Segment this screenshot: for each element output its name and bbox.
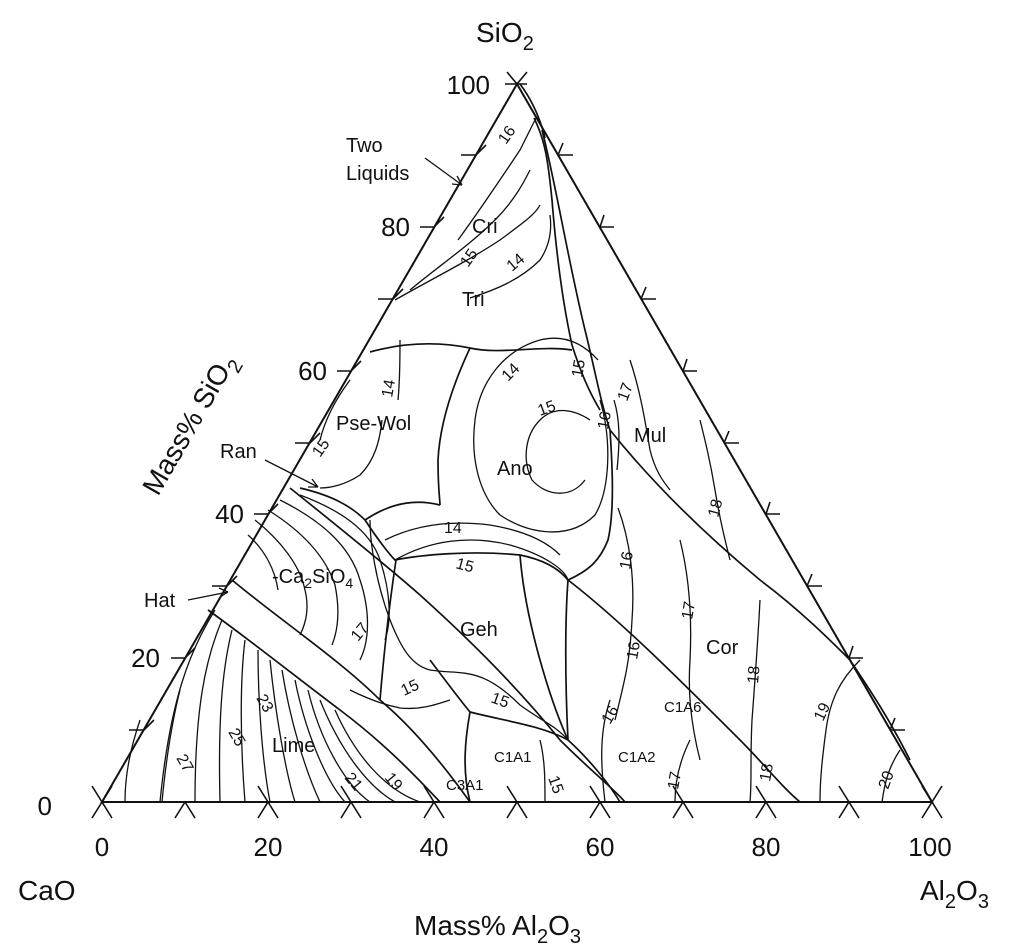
isotherm-label: 17 [665, 770, 685, 791]
isotherm-label: 20 [876, 769, 898, 792]
isotherm-label: 16 [599, 703, 623, 727]
left-axis-title: Mass% SiO2 [136, 348, 248, 503]
bottom-axis-title: Mass% Al2O3 [414, 910, 581, 948]
isotherm-label: 14 [444, 520, 462, 537]
bottom-tick-100: 100 [908, 832, 951, 862]
phase-c1a2: C1A2 [618, 749, 656, 766]
phase-lime: Lime [272, 735, 315, 757]
phase-ran: Ran [220, 441, 257, 463]
phase-c1a6: C1A6 [664, 699, 702, 716]
isotherm-label: 23 [253, 692, 277, 716]
left-tick-20: 20 [131, 643, 160, 673]
phase-c3a1: C3A1 [446, 777, 484, 794]
isotherm-label: 14 [499, 360, 524, 385]
annotation-arrows [187, 157, 463, 601]
phase-pse-wol: Pse-Wol [336, 413, 411, 435]
phase-two-liquids-line2: Liquids [346, 163, 409, 185]
isotherm-label: 16 [595, 410, 615, 431]
phase-ca2sio4: -Ca2SiO4 [272, 566, 353, 591]
left-axis-ticks [129, 71, 528, 731]
left-tick-labels: 0 20 40 60 80 100 [38, 70, 490, 821]
isotherm-labels: 16 15 14 14 15 14 15 15 16 17 14 15 16 1… [173, 123, 898, 796]
phase-cor: Cor [706, 637, 739, 659]
isotherm-label: 18 [745, 665, 763, 684]
bottom-tick-0: 0 [95, 832, 109, 862]
phase-boundaries [207, 83, 911, 803]
isotherm-label: 19 [811, 700, 834, 723]
left-tick-40: 40 [215, 499, 244, 529]
isotherm-label: 15 [399, 677, 422, 700]
phase-cri: Cri [472, 216, 498, 238]
vertex-top-label: SiO2 [476, 17, 534, 55]
vertex-right-label: Al2O3 [920, 875, 989, 913]
isotherm-label: 18 [705, 497, 726, 519]
isotherm-label: 14 [379, 378, 399, 399]
isotherm-label: 25 [225, 726, 249, 750]
bottom-tick-labels: 0 20 40 60 80 100 [95, 832, 952, 862]
phase-hat: Hat [144, 590, 176, 612]
bottom-axis-ticks [91, 785, 943, 819]
bottom-tick-40: 40 [420, 832, 449, 862]
phase-c1a1: C1A1 [494, 749, 532, 766]
isotherm-label: 15 [489, 690, 512, 712]
phase-mul: Mul [634, 425, 666, 447]
left-tick-60: 60 [298, 356, 327, 386]
isotherm-label: 16 [617, 550, 637, 571]
isotherm-label: 18 [757, 762, 777, 783]
phase-labels: Two Liquids Cri Tri Pse-Wol Ran Ano Mul … [144, 135, 739, 794]
isotherm-label: 15 [569, 358, 589, 379]
isotherm-label: 14 [504, 251, 529, 276]
isotherm-label: 17 [348, 620, 373, 645]
phase-tri: Tri [462, 289, 485, 311]
left-tick-80: 80 [381, 212, 410, 242]
isotherms [124, 117, 901, 803]
left-tick-100: 100 [447, 70, 490, 100]
phase-two-liquids-line1: Two [346, 135, 383, 157]
isotherm-label: 19 [381, 770, 406, 795]
right-axis-ticks [557, 142, 905, 731]
left-tick-0: 0 [38, 791, 52, 821]
isotherm-label: 16 [495, 123, 519, 147]
bottom-tick-20: 20 [254, 832, 283, 862]
isotherm-label: 15 [544, 774, 566, 797]
bottom-tick-80: 80 [752, 832, 781, 862]
isotherm-label: 27 [173, 752, 197, 776]
isotherm-label: 17 [679, 600, 699, 621]
isotherm-label: 17 [615, 381, 637, 404]
phase-ano: Ano [497, 458, 533, 480]
phase-geh: Geh [460, 619, 498, 641]
bottom-tick-60: 60 [586, 832, 615, 862]
vertex-left-label: CaO [18, 875, 76, 906]
isotherm-label: 16 [624, 640, 644, 661]
isotherm-label: 15 [536, 398, 559, 420]
isotherm-label: 15 [454, 555, 476, 576]
